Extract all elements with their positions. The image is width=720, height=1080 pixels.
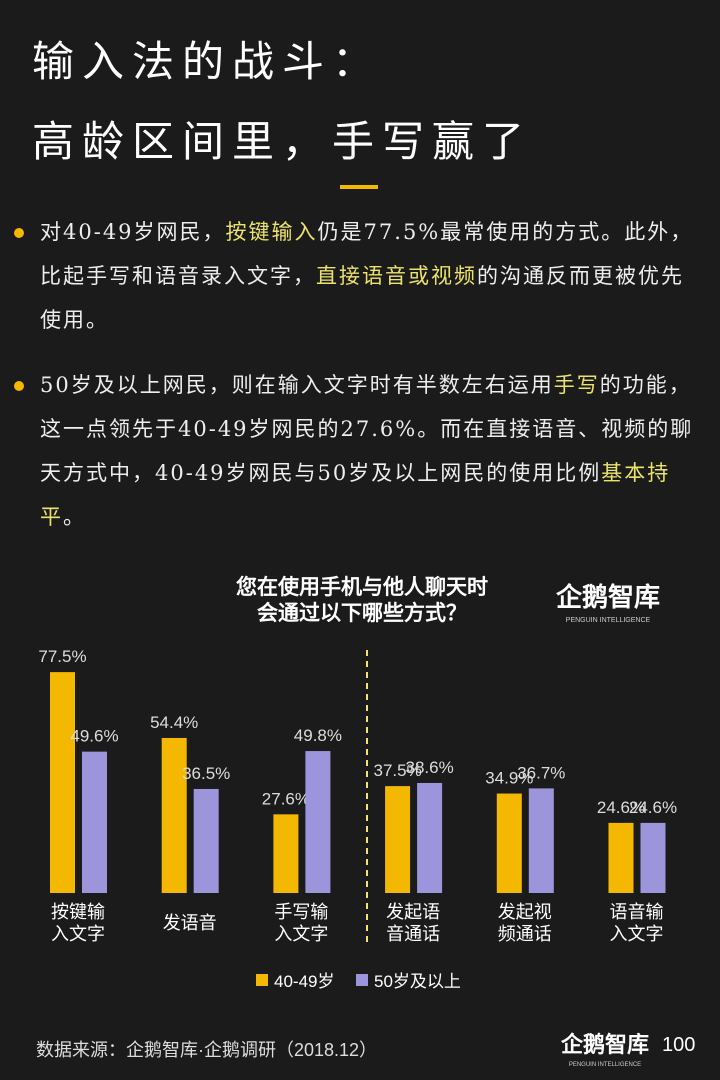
bar (305, 751, 331, 893)
highlight-text: 基本持平 (40, 461, 671, 529)
body-text: 仍是77.5%最常使用的方式。此外，比起手写和语音录入文字， (40, 220, 694, 288)
x-tick-label: 发起视频通话 (498, 902, 552, 944)
value-label: 49.8% (294, 726, 342, 745)
legend-label: 40-49岁 (274, 972, 334, 991)
chart-title: 您在使用手机与他人聊天时 (236, 575, 488, 599)
value-label: 27.6% (262, 789, 310, 808)
value-label: 37.5% (373, 761, 421, 780)
legend-label: 50岁及以上 (374, 972, 461, 991)
bullet-dot (14, 228, 24, 238)
brand-tagline: PENGUIN INTELLIGENCE (569, 1062, 641, 1068)
title-line: 输入法的战斗： (32, 37, 383, 86)
x-tick-label: 按键输入文字 (51, 902, 105, 944)
brand-name: 企鹅智库 (560, 1032, 649, 1057)
value-label: 77.5% (38, 647, 86, 666)
bullet-text: 50岁及以上网民，则在输入文字时有半数左右运用手写的功能，这一点领先于40-49… (40, 363, 700, 539)
bar (528, 788, 554, 893)
body-text: 的沟通反而更被优先使用。 (40, 264, 684, 332)
bar (193, 788, 219, 893)
bar (50, 672, 75, 893)
value-label: 38.6% (405, 758, 453, 777)
value-label: 36.5% (182, 764, 230, 783)
x-tick-label: 手写输入文字 (274, 902, 328, 944)
body-text: 对40-49岁网民， (40, 220, 226, 244)
bar (496, 793, 522, 893)
bar (640, 822, 666, 893)
highlight-text: 直接语音或视频 (316, 264, 477, 288)
value-label: 24.6% (597, 798, 645, 817)
x-tick-label: 发语音 (163, 913, 217, 933)
value-label: 49.6% (70, 727, 118, 746)
brand-name: 企鹅智库 (556, 582, 660, 612)
legend-swatch (356, 974, 368, 986)
bar (417, 782, 443, 893)
page-number: 100 (662, 1034, 696, 1056)
value-label: 34.9% (485, 769, 533, 788)
value-label: 24.6% (629, 798, 677, 817)
bar (608, 822, 634, 893)
value-label: 54.4% (150, 713, 198, 732)
bar (385, 786, 411, 893)
bullet-text: 对40-49岁网民，按键输入仍是77.5%最常使用的方式。此外，比起手写和语音录… (40, 210, 700, 342)
bar (161, 737, 187, 893)
bullet-dot (14, 381, 24, 391)
x-tick-label: 发起语音通话 (386, 902, 440, 944)
body-text: 50岁及以上网民，则在输入文字时有半数左右运用 (40, 373, 554, 397)
title-rule (340, 185, 378, 189)
source: 数据来源：企鹅智库·企鹅调研（2018.12） (36, 1040, 378, 1060)
brand-tagline: PENGUIN INTELLIGENCE (566, 617, 651, 624)
bar (273, 814, 299, 893)
highlight-text: 按键输入 (225, 220, 318, 244)
chart-title: 会通过以下哪些方式？ (257, 601, 467, 625)
body-text: 。 (63, 505, 86, 529)
bar (82, 751, 107, 893)
title-line: 高龄区间里，手写赢了 (32, 117, 533, 166)
x-tick-label: 语音输入文字 (610, 902, 664, 944)
legend-swatch (256, 974, 268, 986)
highlight-text: 手写 (553, 373, 600, 397)
value-label: 36.7% (517, 763, 565, 782)
body-text: 的功能，这一点领先于40-49岁网民的27.6%。而在直接语音、视频的聊天方式中… (40, 373, 694, 485)
